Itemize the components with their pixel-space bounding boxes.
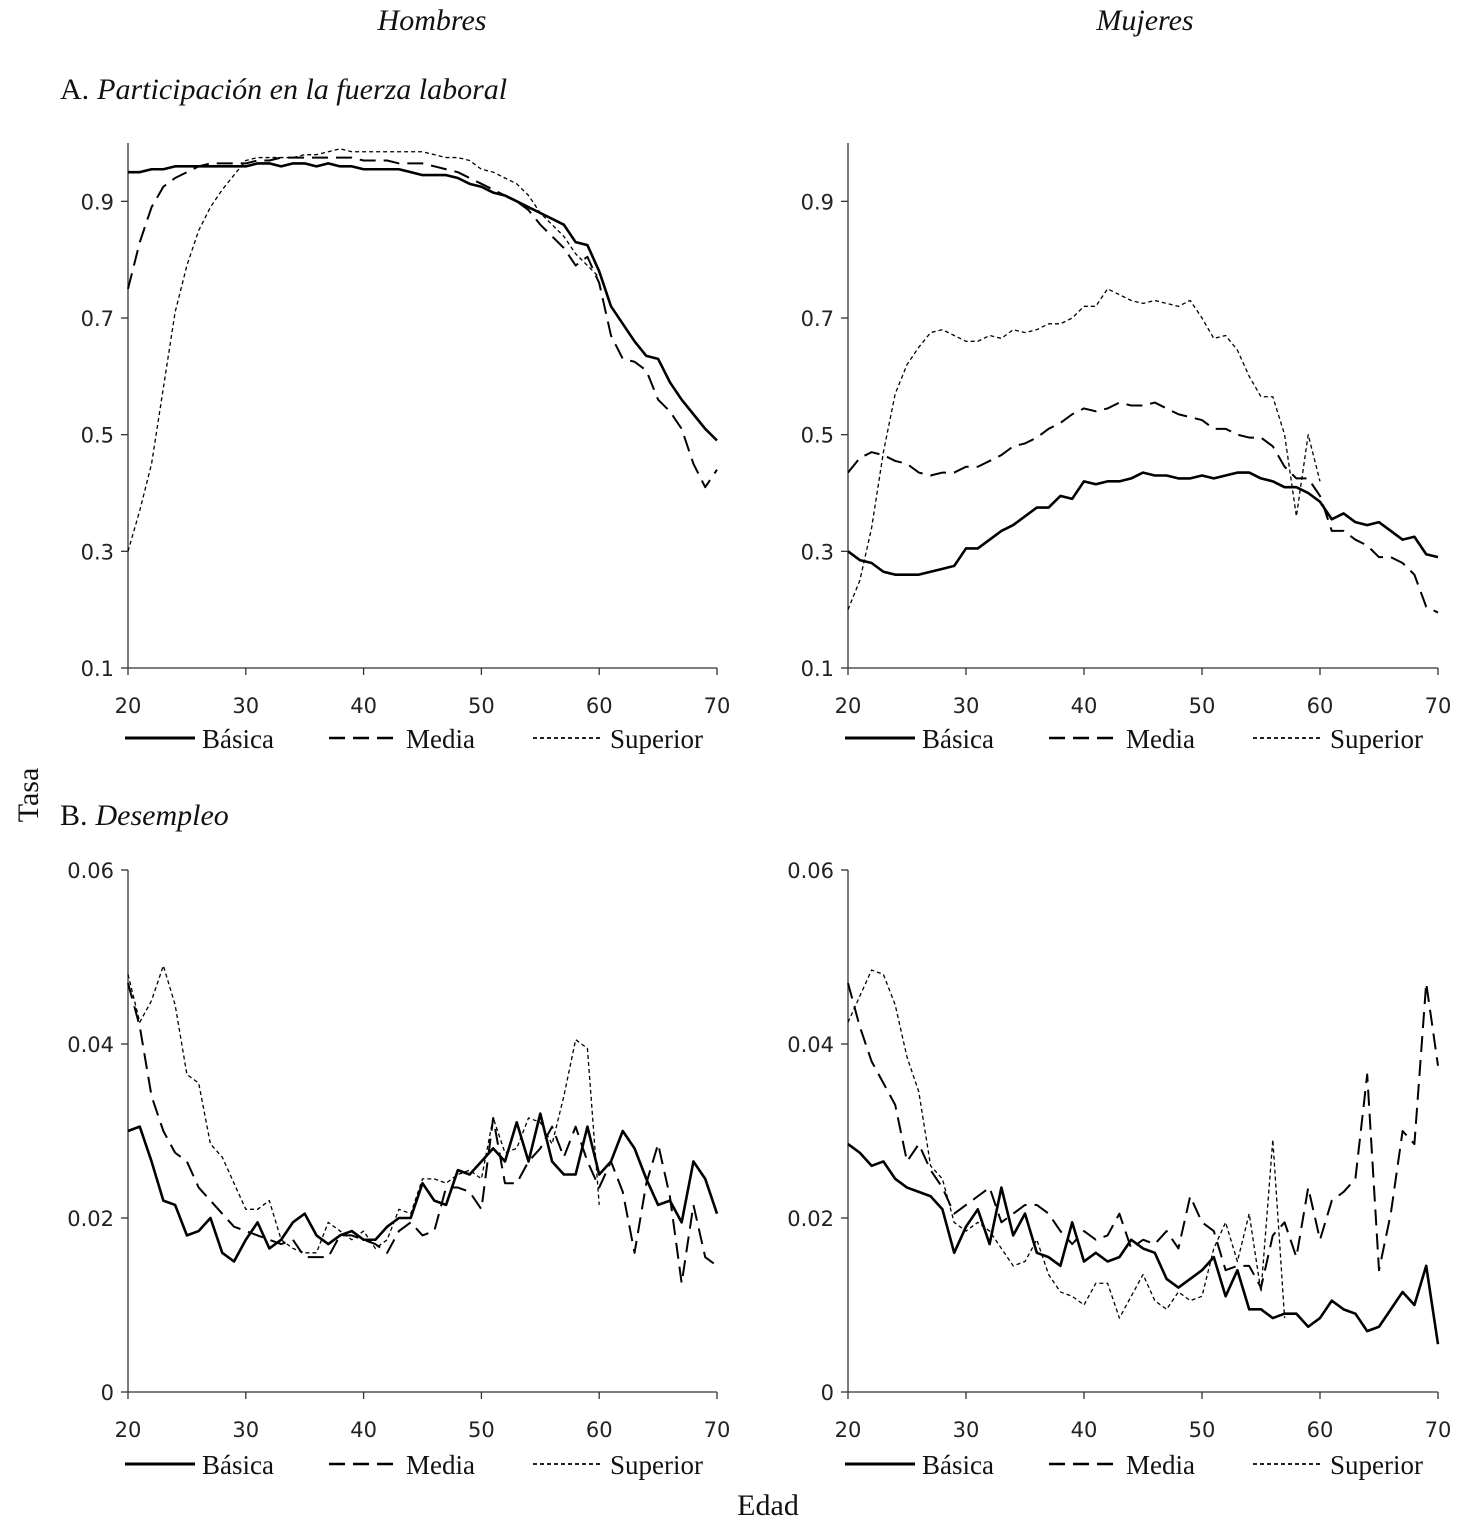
column-title: Hombres	[377, 4, 487, 37]
legend-label: Básica	[202, 724, 274, 754]
y-tick-label: 0	[821, 1381, 834, 1405]
x-tick-label: 20	[835, 694, 862, 718]
x-tick-label: 40	[1071, 1418, 1098, 1442]
x-tick-label: 30	[232, 694, 259, 718]
series-line	[847, 401, 1439, 614]
column-title: Mujeres	[1095, 4, 1193, 37]
y-tick-label: 0.3	[801, 540, 834, 564]
legend-label: Básica	[922, 1450, 994, 1480]
y-tick-label: 0.5	[801, 424, 834, 448]
legend-label: Media	[406, 1450, 475, 1480]
x-tick-label: 20	[835, 1418, 862, 1442]
legend-label: Superior	[1330, 1450, 1423, 1480]
y-tick-label: 0.7	[801, 307, 834, 331]
legend-label: Media	[406, 724, 475, 754]
y-tick-label: 0.1	[801, 657, 834, 681]
x-tick-label: 20	[115, 1418, 142, 1442]
series-line	[847, 288, 1321, 610]
x-axis-label: Edad	[737, 1489, 799, 1522]
x-tick-label: 50	[1189, 1418, 1216, 1442]
x-tick-label: 50	[468, 694, 495, 718]
y-tick-label: 0.06	[787, 859, 834, 883]
x-tick-label: 30	[232, 1418, 259, 1442]
x-tick-label: 60	[1307, 1418, 1334, 1442]
x-tick-label: 20	[115, 694, 142, 718]
x-tick-label: 70	[1425, 1418, 1452, 1442]
series-line	[847, 471, 1439, 576]
y-tick-label: 0.3	[81, 540, 114, 564]
x-tick-label: 40	[350, 694, 377, 718]
series-line	[847, 1143, 1440, 1345]
y-tick-label: 0	[101, 1381, 114, 1405]
y-tick-label: 0.06	[67, 859, 114, 883]
section-name: Desempleo	[95, 799, 229, 832]
x-tick-label: 50	[1189, 694, 1216, 718]
x-tick-label: 60	[586, 694, 613, 718]
legend-label: Básica	[922, 724, 994, 754]
y-tick-label: 0.02	[787, 1207, 834, 1231]
y-tick-label: 0.02	[67, 1207, 114, 1231]
section-title: A. Participación en la fuerza laboral	[60, 73, 507, 106]
x-tick-label: 60	[1307, 694, 1334, 718]
section-name: Participación en la fuerza laboral	[96, 73, 507, 106]
y-tick-label: 0.5	[81, 424, 114, 448]
legend-label: Superior	[610, 1450, 703, 1480]
series-line	[127, 965, 600, 1254]
series-line	[127, 982, 718, 1285]
y-tick-label: 0.9	[81, 190, 114, 214]
series-line	[127, 1112, 719, 1263]
series-line	[127, 148, 600, 552]
x-tick-label: 70	[704, 694, 731, 718]
series-line	[128, 162, 718, 442]
y-tick-label: 0.1	[81, 657, 114, 681]
y-tick-label: 0.04	[67, 1033, 114, 1057]
x-tick-label: 70	[704, 1418, 731, 1442]
legend-label: Media	[1126, 724, 1195, 754]
x-tick-label: 40	[1071, 694, 1098, 718]
y-axis-label: Tasa	[12, 768, 45, 823]
x-tick-label: 40	[350, 1418, 377, 1442]
legend-label: Básica	[202, 1450, 274, 1480]
x-tick-label: 50	[468, 1418, 495, 1442]
y-tick-label: 0.9	[801, 190, 834, 214]
legend-label: Superior	[610, 724, 703, 754]
y-tick-label: 0.04	[787, 1033, 834, 1057]
section-letter: B.	[60, 799, 88, 832]
series-line	[847, 982, 1439, 1289]
section-title: B. Desempleo	[60, 799, 229, 832]
section-letter: A.	[60, 73, 89, 106]
legend-label: Superior	[1330, 724, 1423, 754]
series-line	[847, 969, 1286, 1319]
x-tick-label: 30	[953, 694, 980, 718]
series-line	[127, 156, 718, 489]
y-tick-label: 0.7	[81, 307, 114, 331]
x-tick-label: 60	[586, 1418, 613, 1442]
x-tick-label: 30	[953, 1418, 980, 1442]
x-tick-label: 70	[1425, 694, 1452, 718]
legend-label: Media	[1126, 1450, 1195, 1480]
